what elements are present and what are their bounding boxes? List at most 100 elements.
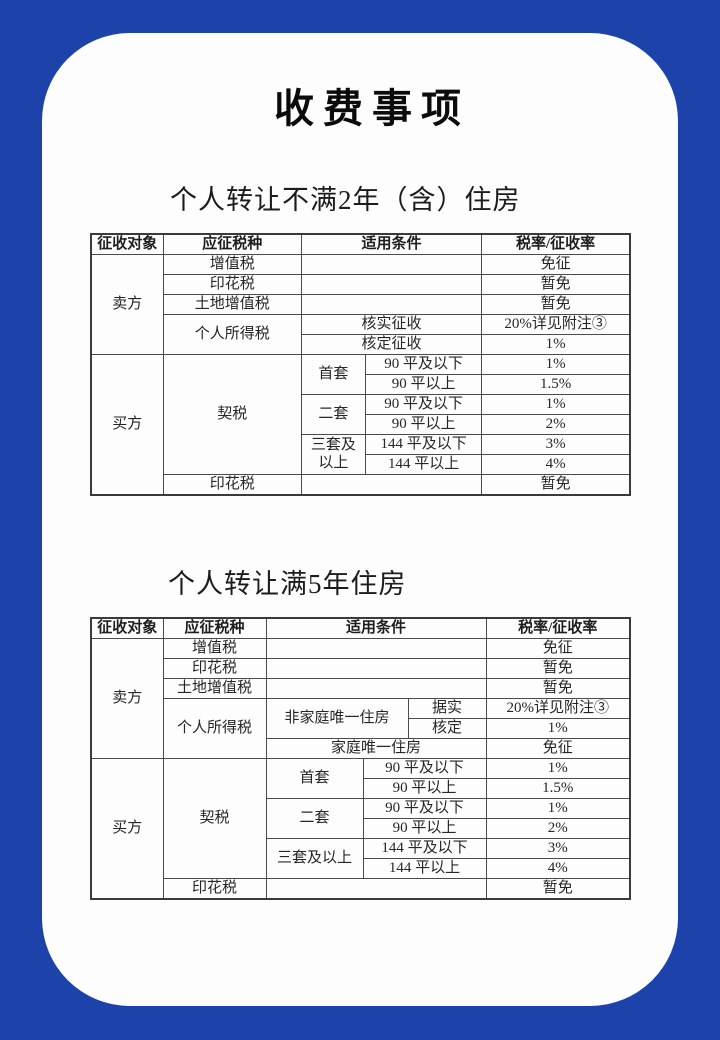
table-cell: 契税	[162, 353, 302, 475]
table-cell: 免征	[485, 637, 631, 659]
table-caption-over-5-years: 个人转让满5年住房	[168, 569, 407, 599]
header-cell: 应征税种	[162, 617, 267, 639]
table-cell: 核定征收	[300, 333, 483, 355]
header-cell: 应征税种	[162, 233, 302, 255]
table-cell: 卖方	[90, 253, 164, 355]
table-cell: 增值税	[162, 637, 267, 659]
table-row: 征收对象 应征税种 适用条件 税率/征收率	[90, 617, 631, 639]
table-cell: 20%详见附注③	[485, 697, 631, 719]
table-cell: 90 平及以下	[364, 393, 483, 415]
table-cell: 非家庭唯一住房	[265, 697, 409, 739]
table-cell: 暂免	[481, 473, 631, 496]
table-cell: 家庭唯一住房	[265, 737, 487, 759]
table-cell: 1%	[481, 333, 631, 355]
table-cell: 卖方	[90, 637, 164, 759]
table-cell: 土地增值税	[162, 293, 302, 315]
table-cell: 个人所得税	[162, 313, 302, 355]
table-cell: 144 平及以下	[364, 433, 483, 455]
document-card: 收费事项 个人转让不满2年（含）住房 征收对象 应征税种 适用条件 税率/征收率 卖方增…	[42, 33, 678, 1006]
table-cell: 1%	[485, 757, 631, 779]
table-cell: 90 平以上	[364, 373, 483, 395]
table-cell: 暂免	[481, 273, 631, 295]
table-cell: 土地增值税	[162, 677, 267, 699]
table-row: 90 平以上 2%	[91, 413, 631, 435]
table-row: 卖方 增值税 免征	[90, 253, 631, 355]
table-row: 印花税 暂免	[91, 877, 631, 900]
header-cell: 税率/征收率	[485, 617, 631, 639]
table-cell: 印花税	[162, 657, 267, 679]
header-cell: 征收对象	[90, 617, 164, 639]
table-row: 土地增值税 暂免	[91, 677, 631, 699]
table-body: 征收对象 应征税种 适用条件 税率/征收率 卖方 增值税 免征 印花税 暂免 土地增值税 暂免 个人所…	[90, 233, 631, 496]
tax-table-under-2-years: 征收对象 应征税种 适用条件 税率/征收率 卖方 增值税 免征 印花税 暂免 土地增值税 暂免 个人所…	[90, 233, 631, 496]
table-row: 买方 契税 首套 90 平及以下 1%	[90, 353, 631, 496]
table-cell: 首套	[265, 757, 364, 799]
table-cell: 印花税	[162, 473, 302, 496]
table-cell: 二套	[300, 393, 366, 435]
table-row: 个人所得税 核实征收 20%详见附注③	[91, 313, 631, 355]
table-row: 三套及 以上 144 平及以下 3%	[91, 433, 631, 475]
table-cell: 暂免	[485, 677, 631, 699]
table-cell: 免征	[485, 737, 631, 759]
table-cell	[300, 473, 483, 496]
table-cell	[265, 677, 487, 699]
table-row: 印花税 暂免	[91, 273, 631, 295]
table-row: 三套及以上 144 平及以下 3%	[91, 837, 631, 879]
table-cell: 契税	[162, 757, 267, 879]
table-cell: 1%	[485, 717, 631, 739]
table-row: 印花税 暂免	[91, 473, 631, 496]
table-cell	[300, 293, 483, 315]
table-caption-under-2-years: 个人转让不满2年（含）住房	[170, 185, 521, 215]
table-cell: 90 平以上	[362, 777, 487, 799]
table-cell: 2%	[485, 817, 631, 839]
table-cell: 1%	[481, 393, 631, 415]
table-cell: 2%	[481, 413, 631, 435]
table-cell: 144 平以上	[362, 857, 487, 879]
table-cell: 3%	[485, 837, 631, 859]
table-row: 印花税 暂免	[91, 657, 631, 679]
table-cell: 1%	[485, 797, 631, 819]
table-cell: 买方	[90, 757, 164, 900]
table-cell	[265, 657, 487, 679]
table-row: 二套 90 平及以下 1%	[91, 797, 631, 839]
header-cell: 适用条件	[265, 617, 487, 639]
table-cell	[265, 637, 487, 659]
table-cell	[300, 273, 483, 295]
table-cell: 暂免	[485, 657, 631, 679]
table-cell: 核实征收	[300, 313, 483, 335]
table-cell: 90 平以上	[362, 817, 487, 839]
table-row: 90 平以上 1.5%	[91, 777, 631, 799]
header-cell: 税率/征收率	[481, 233, 631, 255]
table-row: 个人所得税 非家庭唯一住房 据实 20%详见附注③	[91, 697, 631, 759]
table-cell: 印花税	[162, 877, 267, 900]
table-cell: 1.5%	[485, 777, 631, 799]
table-cell: 首套	[300, 353, 366, 395]
table-cell	[265, 877, 487, 900]
table-cell: 核定	[407, 717, 487, 739]
table-cell: 3%	[481, 433, 631, 455]
table-cell: 1.5%	[481, 373, 631, 395]
table-cell: 90 平及以下	[362, 797, 487, 819]
table-row: 土地增值税 暂免	[91, 293, 631, 315]
table-cell: 20%详见附注③	[481, 313, 631, 335]
table-cell: 90 平及以下	[362, 757, 487, 779]
table-row: 144 平以上 4%	[91, 453, 631, 475]
table-row: 卖方 增值税 免征	[90, 637, 631, 759]
table-cell	[300, 253, 483, 275]
table-cell: 90 平及以下	[364, 353, 483, 375]
table-cell: 1%	[481, 353, 631, 375]
header-cell: 适用条件	[300, 233, 483, 255]
table-cell: 买方	[90, 353, 164, 496]
table-row: 家庭唯一住房 免征	[91, 737, 631, 759]
table-cell: 4%	[481, 453, 631, 475]
table-cell: 增值税	[162, 253, 302, 275]
table-cell: 印花税	[162, 273, 302, 295]
table-cell: 90 平以上	[364, 413, 483, 435]
table-cell: 三套及以上	[265, 837, 364, 879]
table-row: 买方 契税 首套 90 平及以下 1%	[90, 757, 631, 900]
table-cell: 据实	[407, 697, 487, 719]
table-row: 90 平以上 2%	[91, 817, 631, 839]
table-cell: 4%	[485, 857, 631, 879]
page-title: 收费事项	[274, 86, 470, 131]
